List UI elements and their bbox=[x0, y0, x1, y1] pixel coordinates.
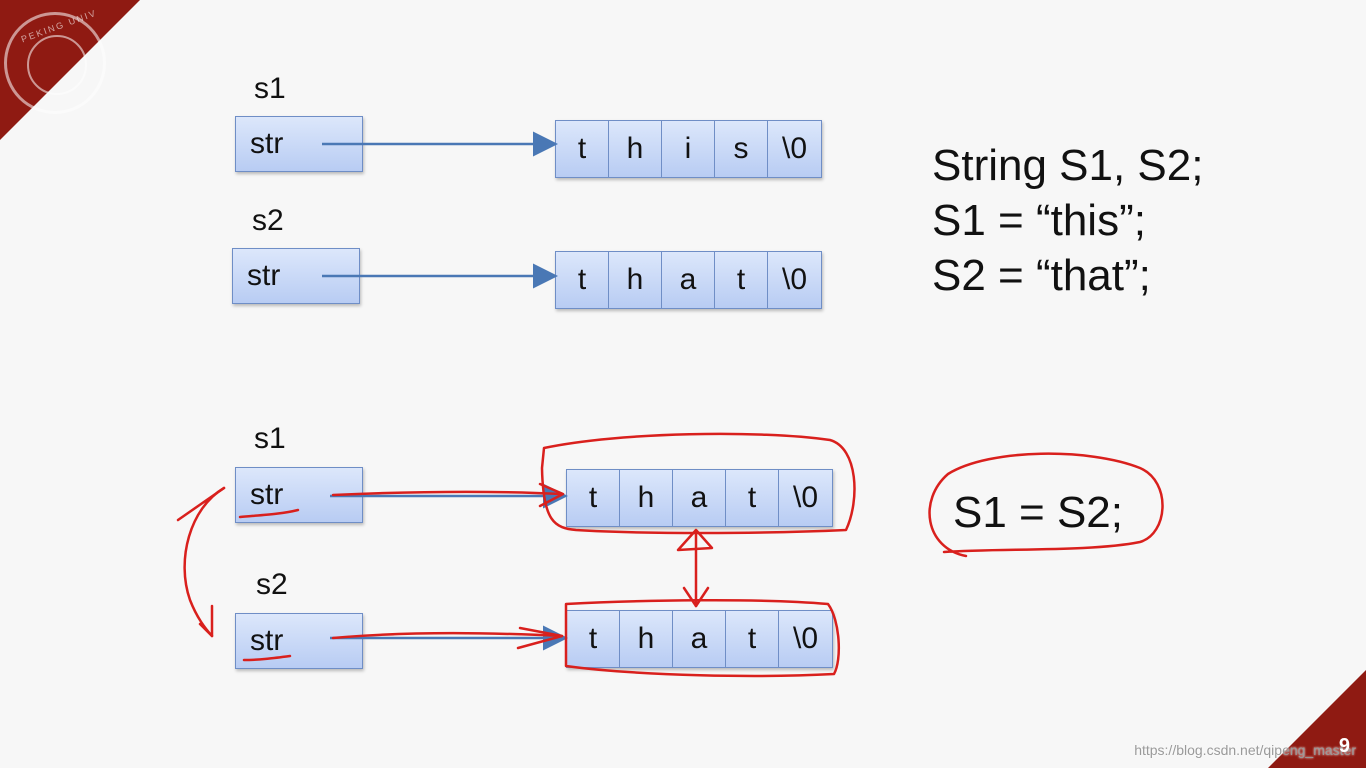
bottom-s1-str-field: str bbox=[250, 478, 284, 511]
bottom-s2-str-box: str bbox=[235, 613, 363, 669]
char-cell: t bbox=[726, 470, 779, 526]
bottom-s1-str-box: str bbox=[235, 467, 363, 523]
char-cell: a bbox=[673, 470, 726, 526]
code-line: S2 = “that”; bbox=[932, 251, 1151, 300]
page-number: 9 bbox=[1338, 735, 1350, 757]
top-s1-char-array: t h i s \0 bbox=[555, 120, 822, 178]
char-cell: t bbox=[556, 121, 609, 177]
char-cell: \0 bbox=[779, 470, 832, 526]
char-cell: \0 bbox=[779, 611, 832, 667]
char-cell: a bbox=[662, 252, 715, 308]
char-cell: \0 bbox=[768, 121, 821, 177]
university-seal-logo: PEKING UNIV bbox=[4, 8, 106, 114]
char-cell: t bbox=[567, 470, 620, 526]
assignment-statement: S1 = S2; bbox=[953, 488, 1124, 537]
char-cell: t bbox=[556, 252, 609, 308]
char-cell: t bbox=[715, 252, 768, 308]
char-cell: i bbox=[662, 121, 715, 177]
top-s2-str-box: str bbox=[232, 248, 360, 304]
bottom-s1-char-array: t h a t \0 bbox=[566, 469, 833, 527]
top-s2-label: s2 bbox=[252, 204, 284, 237]
top-s1-label: s1 bbox=[254, 72, 286, 105]
char-cell: t bbox=[567, 611, 620, 667]
annotation-curve-arrow bbox=[176, 486, 226, 522]
annotation-double-arrow bbox=[682, 586, 710, 608]
char-cell: \0 bbox=[768, 252, 821, 308]
bottom-s1-label: s1 bbox=[254, 422, 286, 455]
char-cell: h bbox=[609, 121, 662, 177]
char-cell: s bbox=[715, 121, 768, 177]
char-cell: a bbox=[673, 611, 726, 667]
top-s2-char-array: t h a t \0 bbox=[555, 251, 822, 309]
annotation-double-arrow bbox=[676, 528, 714, 552]
top-s2-str-field: str bbox=[247, 259, 281, 292]
bottom-s2-label: s2 bbox=[256, 568, 288, 601]
annotation-curve-arrow bbox=[198, 604, 214, 638]
annotation-arrow bbox=[331, 631, 564, 640]
annotation-arrow bbox=[516, 626, 564, 650]
top-s1-str-field: str bbox=[250, 127, 284, 160]
bottom-s2-char-array: t h a t \0 bbox=[566, 610, 833, 668]
code-line: S1 = “this”; bbox=[932, 196, 1146, 245]
code-line: String S1, S2; bbox=[932, 141, 1204, 190]
bottom-s2-str-field: str bbox=[250, 624, 284, 657]
annotation-arrow bbox=[538, 482, 565, 508]
char-cell: h bbox=[609, 252, 662, 308]
code-block: String S1, S2; S1 = “this”; S2 = “that”; bbox=[932, 138, 1203, 303]
corner-decoration-bottom-right bbox=[1268, 670, 1366, 768]
top-s1-str-box: str bbox=[235, 116, 363, 172]
char-cell: h bbox=[620, 470, 673, 526]
annotation-curve-arrow bbox=[183, 486, 226, 638]
annotation-arrow bbox=[331, 490, 564, 497]
watermark-url: https://blog.csdn.net/qipeng_master bbox=[1134, 742, 1356, 758]
char-cell: h bbox=[620, 611, 673, 667]
char-cell: t bbox=[726, 611, 779, 667]
